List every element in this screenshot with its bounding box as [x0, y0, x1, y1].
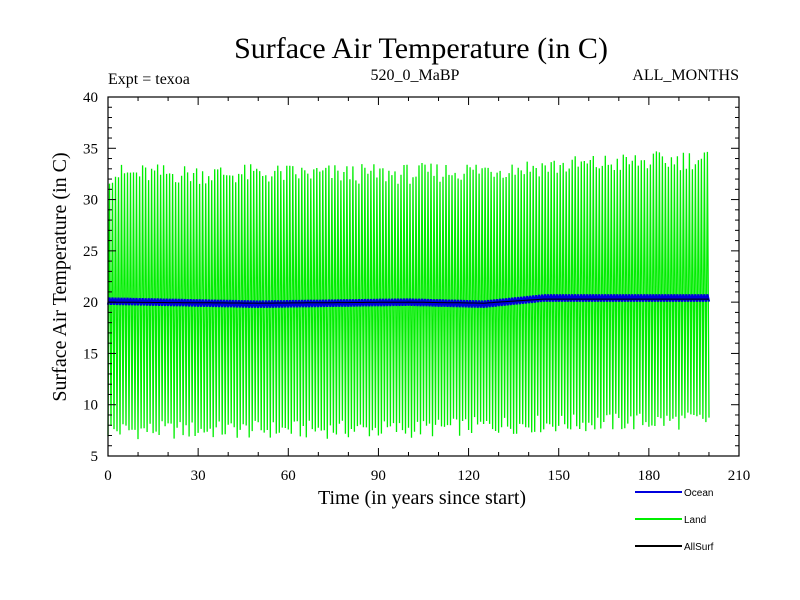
- x-tick-label: 150: [547, 468, 570, 484]
- months-label: ALL_MONTHS: [632, 67, 739, 84]
- x-axis: 0 30 60 90 120 150 180 210: [104, 97, 750, 484]
- y-axis-label: Surface Air Temperature (in C): [49, 152, 71, 401]
- y-tick-label: 20: [83, 295, 98, 311]
- legend-allsurf-label: AllSurf: [684, 542, 714, 553]
- x-axis-label: Time (in years since start): [318, 487, 526, 509]
- period-label: 520_0_MaBP: [371, 67, 460, 84]
- x-tick-label: 120: [457, 468, 480, 484]
- plot-frame: [107, 96, 740, 457]
- y-tick-label: 5: [91, 449, 99, 465]
- y-tick-label: 35: [83, 141, 98, 157]
- x-tick-label: 0: [104, 468, 112, 484]
- legend-ocean-label: Ocean: [684, 488, 713, 499]
- legend: Ocean Land AllSurf: [635, 488, 714, 553]
- chart-title: Surface Air Temperature (in C): [234, 32, 608, 65]
- x-tick-label: 180: [638, 468, 661, 484]
- experiment-label: Expt = texoa: [108, 71, 190, 88]
- y-tick-label: 10: [83, 398, 98, 414]
- x-tick-label: 60: [281, 468, 296, 484]
- y-tick-label: 40: [83, 90, 98, 106]
- y-tick-label: 15: [83, 346, 98, 362]
- x-tick-label: 90: [371, 468, 386, 484]
- ocean-series-line: [106, 294, 711, 309]
- allsurf-series-line: [107, 298, 709, 304]
- x-tick-label: 210: [728, 468, 751, 484]
- land-series-line: [107, 151, 710, 440]
- plot-data: [106, 151, 711, 440]
- legend-land-label: Land: [684, 515, 706, 526]
- y-tick-label: 25: [83, 244, 98, 260]
- y-axis: 5 10 15 20 25 30 35 40: [83, 90, 739, 465]
- y-tick-label: 30: [83, 193, 98, 209]
- x-tick-label: 30: [191, 468, 206, 484]
